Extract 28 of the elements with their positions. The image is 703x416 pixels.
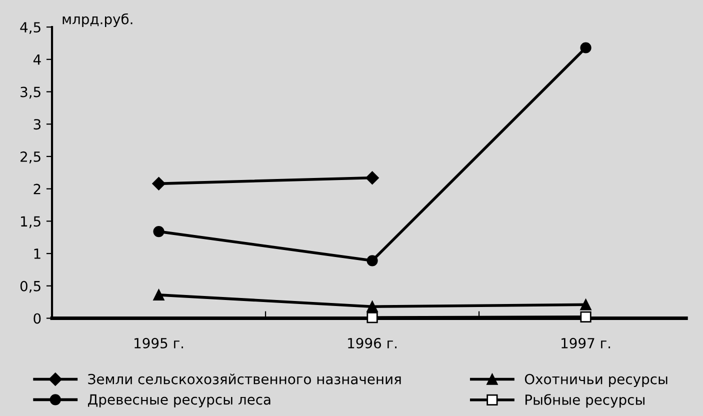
y-tick-label: 3 [34,119,40,130]
point [366,171,379,184]
point [153,289,164,300]
y-tick-label: 1,5 [21,216,40,228]
x-tick-label: 1997 г. [562,338,610,348]
y-tick-label: 1 [34,248,40,259]
point [580,311,592,322]
y-tick-label: 4 [33,54,41,65]
y-tick-label: 4,5 [20,22,40,34]
point [152,177,166,190]
point [580,299,592,310]
y-axis-title: млрд.руб. [62,13,132,28]
y-tick-label: 0,5 [20,280,40,293]
point [366,255,378,266]
legend-label: Охотничьи ресурсы [524,374,668,388]
y-tick-label: 2,5 [20,151,40,164]
y-tick-label: 0 [34,313,41,324]
legend-label: Земли сельскохозяйственного назначения [88,374,401,384]
x-tick-label: 1995 г. [134,338,184,348]
point [153,226,164,238]
point [366,312,378,324]
legend-label: Древесные ресурсы леса [88,394,270,408]
legend-label: Рыбные ресурсы [526,394,644,408]
y-tick-label: 2 [34,184,40,194]
y-tick-label: 3,5 [20,86,40,99]
point [366,301,378,312]
x-tick-label: 1996 г. [348,338,397,348]
point [580,42,592,54]
